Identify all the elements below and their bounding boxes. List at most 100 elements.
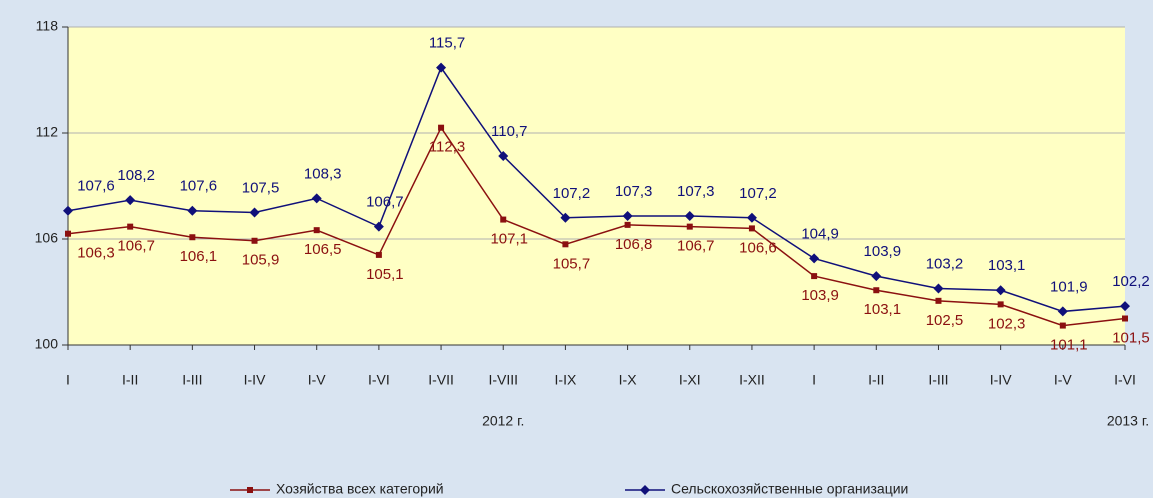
data-label: 107,3: [615, 183, 653, 200]
marker: [247, 487, 253, 493]
marker: [933, 283, 944, 294]
y-tick-label: 106: [35, 230, 59, 246]
marker: [373, 221, 384, 232]
data-label: 105,7: [553, 255, 591, 272]
x-tick-label: I-XI: [679, 372, 701, 388]
data-label: 107,5: [242, 179, 280, 196]
marker: [187, 205, 198, 216]
x-tick-label: I: [812, 372, 816, 388]
x-tick-label: I-IV: [244, 372, 266, 388]
data-label: 106,8: [615, 236, 653, 253]
x-tick-label: I: [66, 372, 70, 388]
data-label: 103,2: [926, 255, 964, 272]
y-tick-label: 112: [36, 124, 59, 140]
marker: [63, 205, 73, 216]
legend-label: Сельскохозяйственные организации: [671, 481, 908, 497]
marker: [1059, 322, 1066, 329]
marker: [436, 62, 447, 73]
data-label: 106,5: [304, 241, 342, 258]
marker: [189, 234, 196, 241]
marker: [498, 150, 509, 161]
data-label: 103,9: [864, 243, 902, 260]
marker: [746, 212, 757, 223]
x-tick-label: I-X: [619, 372, 638, 388]
x-tick-label: I-III: [928, 372, 948, 388]
plot-area: [68, 27, 1125, 345]
marker: [251, 237, 258, 244]
data-label: 106,3: [77, 245, 115, 262]
marker: [624, 221, 631, 228]
data-label: 103,1: [864, 301, 902, 318]
marker: [684, 211, 695, 222]
y-tick-label: 118: [36, 18, 59, 34]
annotation: 2012 г.: [482, 413, 524, 429]
data-label: 102,5: [926, 312, 964, 329]
marker: [375, 251, 382, 258]
series-line: [67, 66, 1126, 313]
marker: [249, 207, 260, 218]
marker: [686, 223, 693, 230]
data-label: 110,7: [491, 123, 527, 140]
marker: [997, 301, 1004, 308]
data-label: 102,2: [1112, 273, 1150, 290]
marker: [811, 273, 818, 280]
data-label: 107,1: [490, 231, 528, 248]
data-label: 106,6: [739, 239, 777, 256]
marker: [935, 297, 942, 304]
marker: [311, 193, 322, 204]
marker: [1057, 306, 1068, 317]
marker: [127, 223, 134, 230]
data-label: 107,2: [739, 185, 777, 202]
marker: [873, 287, 880, 294]
data-label: 104,9: [801, 225, 839, 242]
data-label: 107,6: [77, 178, 115, 195]
x-tick-label: I-V: [308, 372, 327, 388]
marker: [500, 216, 507, 223]
x-tick-label: I-VI: [1114, 372, 1136, 388]
x-tick-label: I-IV: [990, 372, 1012, 388]
data-label: 105,9: [242, 252, 280, 269]
marker: [438, 124, 445, 131]
x-tick-label: I-XII: [739, 372, 765, 388]
data-label: 101,5: [1112, 329, 1150, 346]
data-label: 101,1: [1050, 337, 1088, 354]
x-tick-label: I-VII: [428, 372, 454, 388]
data-label: 103,1: [988, 257, 1026, 274]
x-tick-label: I-VIII: [488, 372, 518, 388]
marker: [562, 241, 569, 248]
data-label: 115,7: [429, 35, 465, 52]
data-label: 103,9: [801, 287, 839, 304]
data-label: 106,7: [117, 238, 155, 255]
marker: [871, 271, 882, 282]
data-label: 108,3: [304, 165, 342, 182]
x-tick-label: I-V: [1054, 372, 1073, 388]
data-label: 108,2: [117, 167, 155, 184]
data-label: 107,6: [180, 178, 218, 195]
data-label: 112,3: [429, 139, 465, 156]
data-label: 101,9: [1050, 278, 1088, 295]
data-label: 107,3: [677, 183, 715, 200]
data-label: 105,1: [366, 266, 404, 283]
annotation: 2013 г.: [1107, 413, 1149, 429]
marker: [560, 212, 571, 223]
data-label: 106,7: [366, 194, 404, 211]
marker: [748, 225, 755, 232]
marker: [65, 230, 71, 237]
data-label: 107,2: [553, 185, 591, 202]
data-label: 102,3: [988, 315, 1026, 332]
legend-label: Хозяйства всех категорий: [276, 481, 444, 497]
series-line: [67, 126, 1126, 327]
marker: [313, 227, 320, 234]
x-tick-label: I-III: [182, 372, 202, 388]
x-tick-label: I-II: [122, 372, 138, 388]
y-tick-label: 100: [35, 336, 59, 352]
marker: [125, 195, 136, 206]
marker: [640, 485, 650, 495]
x-tick-label: I-IX: [555, 372, 577, 388]
data-label: 106,1: [180, 248, 218, 265]
x-tick-label: I-II: [868, 372, 884, 388]
marker: [995, 285, 1006, 296]
marker: [1122, 315, 1128, 322]
data-label: 106,7: [677, 238, 715, 255]
